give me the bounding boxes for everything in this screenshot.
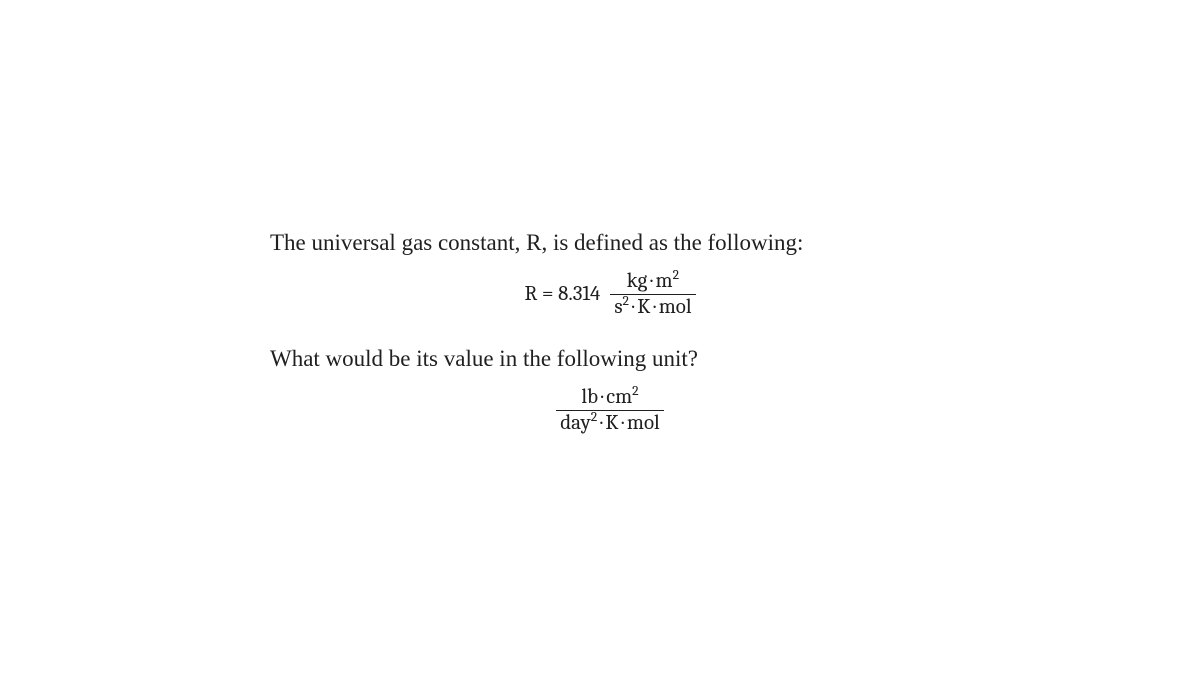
problem-text-block: The universal gas constant, R, is define… <box>270 225 950 457</box>
fraction-denominator: day2·K·mol <box>556 410 664 435</box>
equation-fraction: lb·cm2 day2·K·mol <box>556 386 664 435</box>
unit-lb: lb <box>581 385 598 409</box>
unit-m: m <box>656 269 673 293</box>
equation-fraction: kg·m2 s2·K·mol <box>610 270 695 319</box>
dot-icon: · <box>647 269 655 293</box>
equation-target-units: lb·cm2 day2·K·mol <box>270 386 950 435</box>
dot-icon: · <box>629 295 637 319</box>
unit-cm: cm <box>606 385 632 409</box>
unit-day: day <box>560 411 591 435</box>
equation-lhs: R = 8.314 <box>524 282 600 306</box>
unit-k: K <box>605 411 618 435</box>
equation-gas-constant: R = 8.314 kg·m2 s2·K·mol <box>270 270 950 319</box>
fraction-numerator: kg·m2 <box>623 270 683 294</box>
fraction-denominator: s2·K·mol <box>610 294 695 319</box>
dot-icon: · <box>650 295 658 319</box>
unit-k: K <box>637 295 650 319</box>
dot-icon: · <box>598 385 606 409</box>
intro-line: The universal gas constant, R, is define… <box>270 225 950 262</box>
question-line: What would be its value in the following… <box>270 341 950 378</box>
unit-kg: kg <box>627 269 648 293</box>
exponent: 2 <box>673 268 679 283</box>
dot-icon: · <box>619 411 627 435</box>
unit-s: s <box>614 295 622 319</box>
unit-mol: mol <box>627 411 660 435</box>
exponent: 2 <box>632 384 638 399</box>
unit-mol: mol <box>659 295 692 319</box>
fraction-numerator: lb·cm2 <box>577 386 642 410</box>
